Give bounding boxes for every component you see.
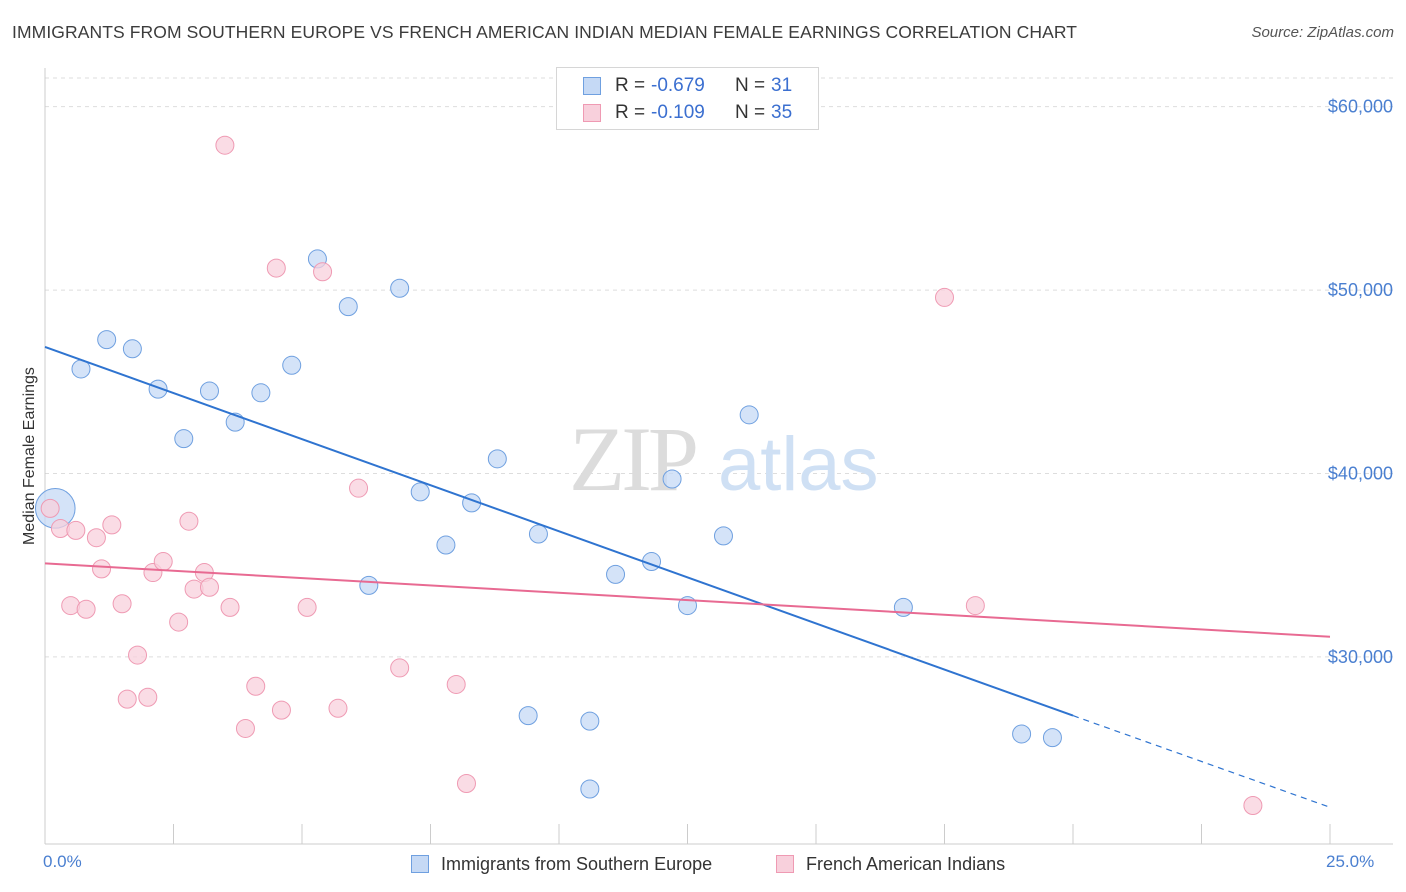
point-french-american-indians xyxy=(117,689,137,709)
french-american-indians-swatch xyxy=(583,104,601,122)
point-french-american-indians xyxy=(390,658,410,678)
immigrants-r-value: -0.679 xyxy=(651,75,705,96)
r-label: R = xyxy=(615,75,646,96)
point-french-american-indians xyxy=(266,258,286,278)
immigrants-swatch xyxy=(583,77,601,95)
immigrants-n-value: 31 xyxy=(771,75,793,96)
point-french-american-indians xyxy=(199,577,219,597)
point-french-american-indians xyxy=(112,594,132,614)
chart-source: Source: ZipAtlas.com xyxy=(1251,24,1394,41)
point-french-american-indians xyxy=(179,511,199,531)
point-immigrants xyxy=(662,469,682,489)
watermark-zip: ZIP xyxy=(569,408,696,510)
point-immigrants xyxy=(1042,728,1062,748)
point-french-american-indians xyxy=(76,599,96,619)
point-french-american-indians xyxy=(220,597,240,617)
point-immigrants xyxy=(359,575,379,595)
point-french-american-indians xyxy=(1243,795,1263,815)
stats-legend: R = -0.679 N = 31 R = -0.109 N = 35 xyxy=(556,67,819,130)
x-tick-label-max: 25.0% xyxy=(1326,852,1375,871)
french-american-indians-r-value: -0.109 xyxy=(651,102,705,123)
legend-label-french-american-indians: French American Indians xyxy=(806,853,1006,874)
point-immigrants xyxy=(251,383,271,403)
point-immigrants xyxy=(174,429,194,449)
french-american-indians-n-value: 35 xyxy=(771,102,793,123)
y-tick-label: $60,000 xyxy=(1328,97,1393,117)
n-label: N = xyxy=(735,102,766,123)
chart-title: IMMIGRANTS FROM SOUTHERN EUROPE VS FRENC… xyxy=(12,22,1078,42)
point-french-american-indians xyxy=(271,700,291,720)
point-french-american-indians xyxy=(246,676,266,696)
watermark-atlas: atlas xyxy=(718,422,879,507)
y-tick-label: $40,000 xyxy=(1328,464,1393,484)
legend-swatch-french-american-indians xyxy=(776,855,794,873)
point-immigrants xyxy=(518,706,538,726)
r-label: R = xyxy=(615,102,646,123)
y-tick-label: $50,000 xyxy=(1328,280,1393,300)
point-french-american-indians xyxy=(446,674,466,694)
point-french-american-indians xyxy=(328,698,348,718)
legend-label-immigrants: Immigrants from Southern Europe xyxy=(441,853,713,874)
y-tick-label: $30,000 xyxy=(1328,647,1393,667)
point-french-american-indians xyxy=(86,528,106,548)
point-immigrants xyxy=(199,381,219,401)
point-french-american-indians xyxy=(102,515,122,535)
point-immigrants xyxy=(97,330,117,350)
x-tick-label-min: 0.0% xyxy=(43,852,82,871)
point-french-american-indians xyxy=(235,718,255,738)
point-french-american-indians xyxy=(215,135,235,155)
legend-item-immigrants: Immigrants from Southern Europe xyxy=(411,852,712,876)
point-immigrants xyxy=(528,524,548,544)
point-french-american-indians xyxy=(313,262,333,282)
point-immigrants xyxy=(148,379,168,399)
point-french-american-indians xyxy=(456,773,476,793)
point-french-american-indians xyxy=(128,645,148,665)
legend-item-french-american-indians: French American Indians xyxy=(776,852,1005,876)
point-immigrants xyxy=(1012,724,1032,744)
point-immigrants xyxy=(282,355,302,375)
point-immigrants xyxy=(580,711,600,731)
point-french-american-indians xyxy=(92,559,112,579)
point-french-american-indians xyxy=(297,597,317,617)
trendline-immigrants xyxy=(44,346,1074,717)
point-french-american-indians xyxy=(169,612,189,632)
point-immigrants xyxy=(606,564,626,584)
trendline-french-american-indians xyxy=(44,562,1331,638)
point-french-american-indians xyxy=(965,596,985,616)
n-label: N = xyxy=(735,75,766,96)
point-immigrants xyxy=(410,482,430,502)
point-french-american-indians xyxy=(349,478,369,498)
point-immigrants xyxy=(580,779,600,799)
point-immigrants xyxy=(390,278,410,298)
point-french-american-indians xyxy=(66,520,86,540)
legend-swatch-immigrants xyxy=(411,855,429,873)
point-french-american-indians xyxy=(40,498,60,518)
point-immigrants xyxy=(436,535,456,555)
point-immigrants xyxy=(739,405,759,425)
trendline-immigrants-extension xyxy=(1072,715,1331,808)
point-immigrants xyxy=(713,526,733,546)
point-french-american-indians xyxy=(138,687,158,707)
point-french-american-indians xyxy=(153,552,173,572)
point-immigrants xyxy=(487,449,507,469)
point-immigrants xyxy=(338,297,358,317)
point-french-american-indians xyxy=(935,287,954,307)
point-immigrants xyxy=(122,339,142,359)
